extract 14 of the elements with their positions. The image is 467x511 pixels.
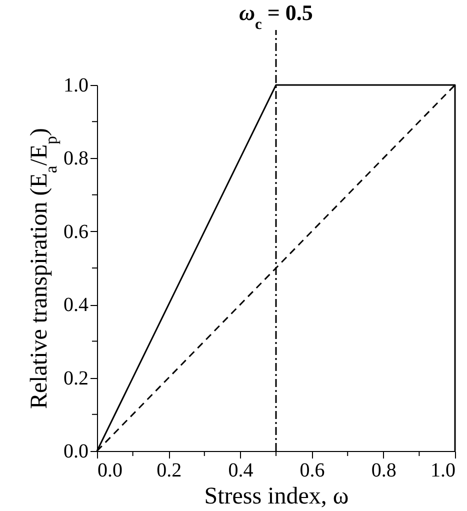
x-tick-label: 1.0 (430, 460, 456, 482)
x-axis-title: Stress index, ω (204, 484, 349, 510)
x-tick-label: 0.4 (228, 460, 254, 482)
y-tick-label: 0.8 (64, 148, 88, 170)
y-tick-label: 0.2 (64, 367, 88, 390)
x-tick-label: 0.6 (300, 460, 325, 482)
y-tick-label: 0.4 (64, 294, 88, 316)
x-tick-label: 0.2 (156, 460, 182, 482)
y-tick-label: 0.0 (64, 440, 88, 462)
y-tick-label: 0.6 (64, 220, 88, 243)
x-tick-label: 0.0 (98, 460, 122, 482)
y-tick-label: 1.0 (64, 74, 88, 96)
ref-line-label: ω$_{c}$ = 0.5 (239, 0, 313, 32)
x-tick-label: 0.8 (371, 460, 396, 482)
